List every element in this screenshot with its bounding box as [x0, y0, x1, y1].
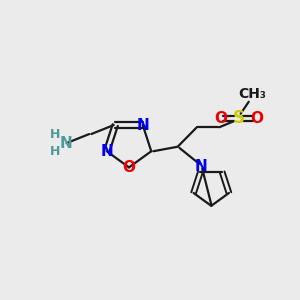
Text: S: S: [232, 109, 244, 127]
Text: O: O: [122, 160, 136, 175]
Text: N: N: [59, 136, 72, 151]
Text: N: N: [194, 159, 207, 174]
Text: CH₃: CH₃: [238, 87, 266, 101]
Text: N: N: [100, 144, 113, 159]
Text: O: O: [214, 111, 227, 126]
Text: H: H: [50, 128, 60, 141]
Text: N: N: [136, 118, 149, 133]
Text: O: O: [250, 111, 263, 126]
Text: H: H: [50, 145, 60, 158]
